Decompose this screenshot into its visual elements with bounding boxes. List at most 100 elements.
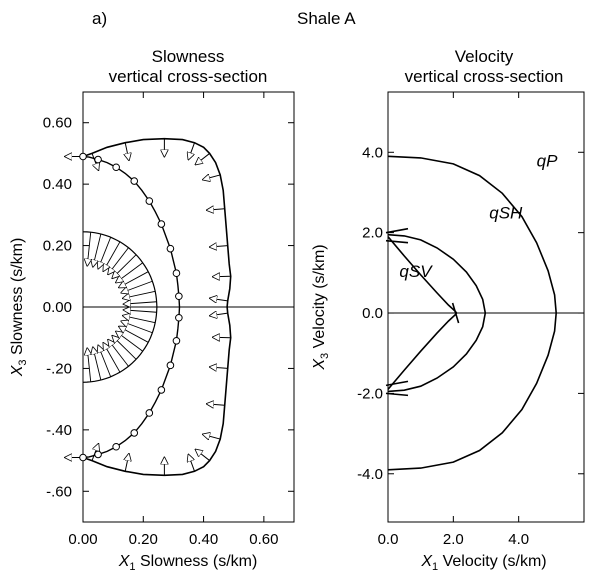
velocity-x-label-text: Velocity (s/km) (438, 553, 546, 570)
velocity-y-tick-label: -2.0 (357, 385, 383, 402)
slowness-normal-arrow (210, 298, 228, 301)
slowness-y-label-symbol: X (9, 364, 26, 377)
slowness-circle-marker (166, 244, 175, 253)
velocity-cusp-mark (385, 380, 409, 397)
velocity-y-tick-label: -4.0 (357, 466, 383, 483)
slowness-circle-marker (175, 292, 183, 301)
velocity-y-tick-label: 0.0 (362, 305, 383, 322)
slowness-title-line2: vertical cross-section (109, 67, 268, 86)
slowness-normal-arrow (203, 175, 221, 180)
slowness-circle-marker (145, 409, 154, 417)
velocity-cusp-mark (385, 227, 409, 244)
slowness-radial-arrow (98, 345, 112, 377)
slowness-title-line1: Slowness (152, 47, 225, 66)
slowness-normal-arrow (207, 404, 225, 405)
slowness-circle-marker (175, 313, 183, 322)
slowness-radial-arrow (112, 336, 137, 360)
velocity-x-ticks: 0.0 2.0 4.0 (378, 92, 529, 548)
velocity-x-tick-label: 4.0 (508, 531, 529, 548)
velocity-curve-qSV (387, 236, 458, 390)
slowness-y-tick-label: -.40 (46, 422, 72, 439)
slowness-normal-arrow (207, 209, 225, 210)
slowness-radial-arrow (124, 310, 157, 312)
slowness-x-label-subscript: 1 (129, 561, 135, 573)
slowness-y-label-text: Slowness (s/km) (9, 238, 26, 360)
slowness-x-axis-label: X1 Slowness (s/km) (118, 553, 258, 573)
figure-title: Shale A (297, 9, 356, 28)
slowness-normal-arrow (210, 367, 228, 368)
slowness-normal-arrow (210, 313, 228, 316)
slowness-radial-arrow (121, 280, 153, 293)
velocity-y-tick-label: 4.0 (362, 144, 383, 161)
slowness-radial-arrow (93, 233, 102, 267)
slowness-radial-arrow (116, 262, 144, 283)
slowness-radial-arrow (112, 254, 137, 279)
slowness-radial-arrow (87, 348, 90, 382)
slowness-y-tick-label: -.20 (46, 360, 72, 377)
velocity-plot-frame (387, 91, 585, 523)
velocity-x-label-subscript: 1 (432, 561, 438, 573)
velocity-series-labels: qP qSH qSV (399, 151, 558, 281)
slowness-radial-arrow (98, 237, 112, 268)
slowness-normal-arrow (125, 142, 129, 161)
slowness-normal-arrow (195, 449, 210, 461)
slowness-circle-marker (172, 269, 181, 278)
velocity-curve-qSH (387, 233, 487, 393)
slowness-circle-marker (112, 163, 120, 172)
slowness-panel: Slowness vertical cross-section 0.60 0.40… (9, 47, 295, 573)
slowness-x-tick-label: 0.20 (129, 531, 158, 548)
slowness-circle-marker (157, 220, 166, 228)
velocity-y-label-symbol: X (311, 358, 328, 371)
velocity-cusp-mark (451, 302, 460, 324)
slowness-outer-curve (82, 137, 232, 477)
velocity-series-label: qSH (489, 204, 523, 223)
slowness-radial-arrow (124, 302, 157, 304)
slowness-normal-arrow (195, 153, 210, 164)
velocity-panel: Velocity vertical cross-section 4.02.00.… (311, 47, 585, 573)
slowness-y-tick-label: 0.40 (43, 176, 72, 193)
slowness-x-label-symbol: X (118, 553, 131, 570)
velocity-y-label-subscript: 3 (319, 353, 331, 359)
velocity-x-tick-label: 0.0 (378, 531, 399, 548)
velocity-curve-qP (387, 155, 558, 471)
slowness-circle-marker (79, 152, 87, 161)
slowness-small-arc (82, 231, 158, 383)
slowness-normal-arrow (125, 454, 129, 472)
slowness-radial-arrow (87, 232, 90, 266)
slowness-normal-arrow (188, 454, 195, 472)
slowness-x-tick-label: 0.40 (189, 531, 218, 548)
slowness-normal-arrow (203, 434, 221, 439)
panel-label: a) (92, 9, 107, 28)
slowness-circle-marker (157, 386, 166, 394)
velocity-curves (385, 155, 558, 471)
velocity-x-axis-label: X1 Velocity (s/km) (420, 553, 546, 573)
velocity-y-axis-label: X3 Velocity (s/km) (311, 244, 331, 370)
velocity-x-tick-label: 2.0 (443, 531, 464, 548)
slowness-x-ticks: 0.00 0.20 0.40 0.60 (68, 92, 278, 548)
slowness-y-ticks: 0.60 0.40 0.20 0.00 -.20 -.40 -.60 (43, 115, 294, 500)
slowness-circle-marker (112, 442, 120, 451)
slowness-radial-arrow (103, 343, 121, 373)
slowness-radial-arrow (121, 321, 153, 334)
velocity-title-line2: vertical cross-section (405, 67, 564, 86)
slowness-radial-arrow (93, 347, 102, 381)
slowness-y-label-subscript: 3 (17, 360, 29, 366)
velocity-title-line1: Velocity (455, 47, 514, 66)
slowness-y-axis-label: X3 Slowness (s/km) (9, 238, 29, 378)
slowness-circle-marker (94, 155, 102, 164)
slowness-curves (65, 137, 232, 477)
slowness-y-tick-label: 0.60 (43, 115, 72, 132)
slowness-y-tick-label: 0.00 (43, 299, 72, 316)
slowness-radial-arrow (108, 247, 129, 275)
slowness-radial-arrow (103, 241, 121, 271)
slowness-circle-marker (172, 336, 181, 345)
slowness-normal-arrow (188, 142, 195, 160)
slowness-circle-marker (130, 177, 139, 185)
velocity-y-ticks: 4.0 2.0 0.0 -2.0 -4.0 (357, 144, 584, 483)
slowness-y-tick-label: 0.20 (43, 238, 72, 255)
velocity-series-label: qSV (399, 262, 433, 281)
slowness-radial-arrow (123, 316, 156, 324)
slowness-radial-arrow (119, 326, 149, 343)
velocity-y-label-text: Velocity (s/km) (311, 244, 328, 352)
